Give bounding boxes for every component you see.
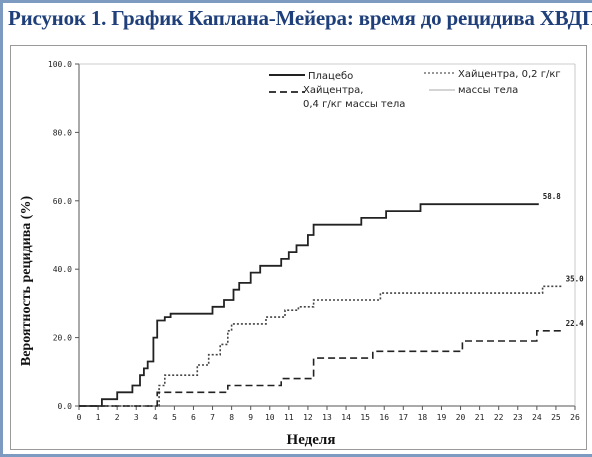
x-tick-label: 19 <box>437 413 447 422</box>
series-end-label: 22.4 <box>566 319 585 328</box>
legend-label-hc04-line1: Хайцентра, <box>303 85 363 96</box>
x-tick-label: 13 <box>322 413 332 422</box>
x-tick-label: 15 <box>360 413 370 422</box>
x-tick-label: 17 <box>398 413 408 422</box>
y-axis-title: Вероятность рецидива (%) <box>19 196 34 367</box>
x-tick-label: 4 <box>153 413 158 422</box>
series-end-label: 35.0 <box>566 274 585 283</box>
legend-label-hc02-line1: Хайцентра, 0,2 г/кг <box>458 69 561 80</box>
x-tick-label: 14 <box>341 413 351 422</box>
series-line-hc02 <box>79 285 562 407</box>
x-tick-label: 6 <box>191 413 196 422</box>
x-tick-label: 26 <box>570 413 580 422</box>
y-tick-label: 60.0 <box>53 197 72 206</box>
legend-label-placebo: Плацебо <box>308 71 353 82</box>
x-tick-label: 2 <box>115 413 120 422</box>
x-tick-label: 7 <box>210 413 215 422</box>
series-line-hc04 <box>79 330 562 407</box>
x-axis-title: Неделя <box>287 432 336 448</box>
x-tick-label: 1 <box>96 413 101 422</box>
x-tick-label: 5 <box>172 413 177 422</box>
x-tick-label: 21 <box>475 413 485 422</box>
y-tick-label: 100.0 <box>48 60 72 69</box>
x-tick-label: 8 <box>229 413 234 422</box>
x-tick-label: 0 <box>77 413 82 422</box>
x-tick-label: 25 <box>551 413 561 422</box>
legend-label-hc04-line2: 0,4 г/кг массы тела <box>303 99 405 110</box>
figure-title: Рисунок 1. График Каплана-Мейера: время … <box>8 6 592 30</box>
y-tick-label: 80.0 <box>53 128 72 137</box>
x-tick-label: 18 <box>418 413 428 422</box>
x-tick-label: 9 <box>248 413 253 422</box>
legend-label-hc02-line2: массы тела <box>458 85 518 96</box>
series-end-label: 58.8 <box>543 192 562 201</box>
y-tick-label: 20.0 <box>53 334 72 343</box>
y-tick-label: 40.0 <box>53 265 72 274</box>
x-tick-label: 10 <box>265 413 275 422</box>
x-tick-label: 3 <box>134 413 139 422</box>
chart-panel: 0.0 20.0 40.0 60.0 80.0 100.0 0 1 2 3 4 5 6 7 8 9 10 11 1… <box>10 45 587 450</box>
legend: Плацебо Хайцентра, 0,4 г/кг массы тела Х… <box>269 69 561 110</box>
x-tick-label: 24 <box>532 413 542 422</box>
x-tick-label: 16 <box>379 413 389 422</box>
x-tick-label: 11 <box>284 413 294 422</box>
x-tick-label: 22 <box>494 413 504 422</box>
x-tick-label: 20 <box>456 413 466 422</box>
series-line-placebo <box>79 203 539 407</box>
x-tick-label: 12 <box>303 413 313 422</box>
y-tick-label: 0.0 <box>58 402 73 411</box>
x-tick-label: 23 <box>513 413 523 422</box>
